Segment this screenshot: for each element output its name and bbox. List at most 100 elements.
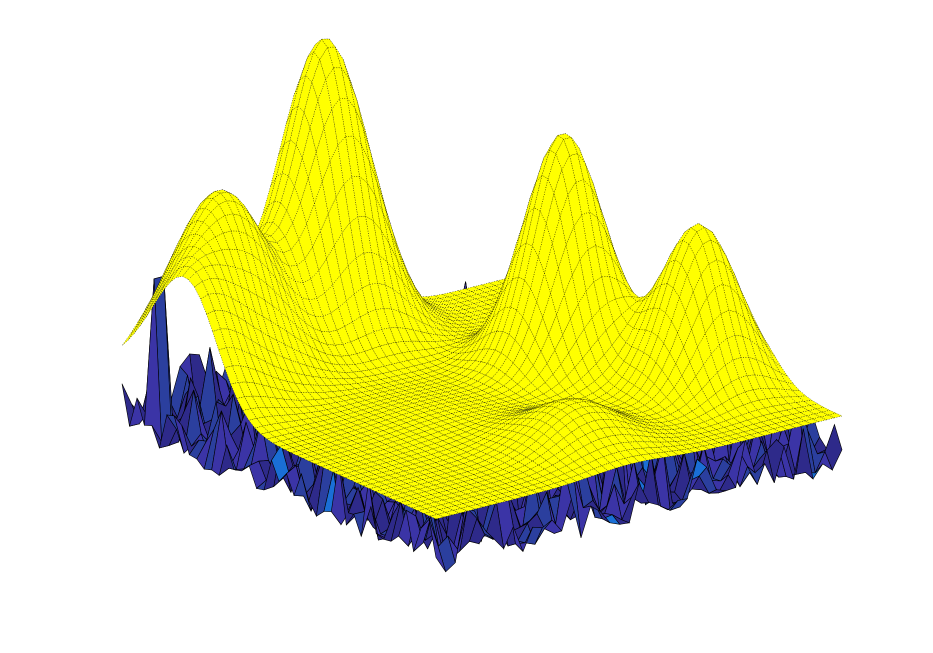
surface-facet (617, 411, 632, 418)
surface-facet (577, 434, 592, 447)
surface-facet (583, 442, 598, 454)
surface-facet (422, 355, 438, 363)
surface-facet (572, 415, 588, 428)
surface-facet (663, 450, 679, 457)
surface-facet (296, 111, 311, 159)
surface-facet (371, 417, 388, 423)
surface-facet (649, 335, 665, 363)
surface-facet (303, 331, 319, 352)
surface-facet (157, 258, 172, 288)
surface-facet (483, 500, 500, 506)
surface-facet (610, 399, 626, 407)
surface-facet (537, 422, 553, 435)
surface-facet (500, 256, 515, 297)
surface-facet (239, 301, 254, 328)
surface-facet (221, 310, 237, 332)
surface-facet (194, 280, 209, 300)
surface-facet (248, 290, 264, 318)
surface-facet (540, 405, 556, 414)
surface-facet (764, 428, 781, 434)
surface-facet (218, 200, 234, 216)
surface-facet (710, 442, 726, 448)
surface-facet (346, 412, 362, 418)
surface-facet (373, 328, 389, 347)
surface-facet (544, 464, 559, 474)
surface-facet (506, 449, 521, 459)
surface-facet (307, 39, 322, 58)
surface-facet (510, 276, 525, 311)
surface-facet (325, 67, 340, 110)
surface-facet (472, 451, 488, 458)
surface-facet (479, 426, 495, 433)
surface-facet (454, 443, 470, 450)
surface-facet (796, 420, 812, 427)
surface-facet (460, 337, 475, 348)
surface-facet (291, 298, 306, 324)
surface-facet (536, 402, 552, 409)
surface-facet (262, 424, 278, 433)
surface-facet (677, 311, 692, 348)
surface-facet (429, 306, 444, 319)
surface-facet (227, 265, 242, 288)
surface-facet (291, 347, 307, 366)
surface-facet (506, 339, 522, 364)
surface-facet (424, 448, 440, 455)
surface-facet (482, 330, 498, 350)
surface-facet (508, 309, 524, 341)
surface-facet (518, 355, 534, 377)
surface-facet (359, 175, 374, 222)
surface-facet (530, 374, 546, 390)
surface-facet (744, 317, 759, 348)
surface-facet (482, 417, 499, 423)
surface-facet (157, 274, 173, 299)
surface-facet (613, 314, 628, 336)
surface-facet (466, 448, 482, 456)
surface-facet (356, 100, 372, 153)
surface-facet (533, 445, 549, 457)
surface-facet (473, 425, 489, 432)
surface-facet (419, 298, 435, 317)
surface-facet (258, 344, 274, 367)
surface-facet (681, 361, 696, 388)
surface-facet (538, 485, 554, 492)
surface-facet (456, 457, 472, 464)
surface-facet (184, 209, 200, 231)
surface-facet (164, 268, 179, 290)
surface-facet (606, 386, 621, 398)
surface-facet (572, 378, 588, 393)
surface-facet (827, 412, 843, 419)
surface-facet (433, 368, 449, 375)
surface-facet (558, 244, 573, 296)
surface-facet (421, 297, 436, 315)
surface-facet (294, 281, 310, 301)
surface-facet (664, 403, 679, 415)
surface-facet (495, 436, 511, 446)
surface-facet (729, 394, 744, 409)
surface-facet (526, 207, 541, 247)
surface-facet (456, 351, 472, 361)
surface-facet (440, 443, 456, 450)
surface-facet (571, 137, 586, 164)
surface-facet (660, 259, 676, 285)
surface-facet (390, 232, 405, 274)
surface-facet (703, 353, 718, 382)
surface-facet (663, 320, 678, 354)
surface-facet (239, 365, 255, 384)
surface-facet (394, 433, 410, 440)
surface-facet (249, 215, 265, 242)
surface-facet (523, 382, 538, 394)
surface-facet (618, 393, 633, 404)
surface-facet (432, 446, 448, 453)
surface-facet (242, 206, 257, 231)
surface-facet (717, 420, 733, 428)
surface-facet (512, 453, 527, 463)
surface-facet (593, 465, 609, 474)
surface-facet (475, 383, 491, 391)
surface-facet (391, 419, 408, 426)
surface-facet (688, 424, 704, 431)
noise-facet (428, 516, 446, 572)
surface-facet (417, 425, 433, 432)
surface-facet (293, 57, 308, 96)
surface-facet (480, 469, 496, 476)
surface-facet (541, 438, 557, 451)
